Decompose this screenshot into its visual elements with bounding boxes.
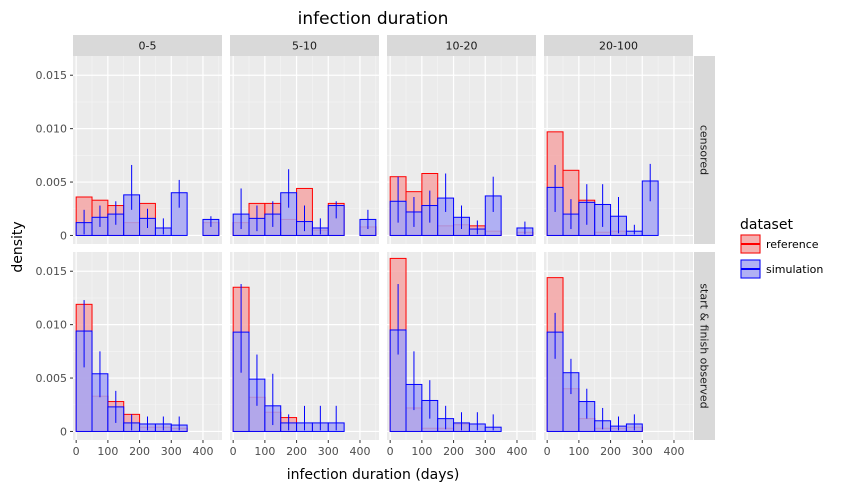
x-tick-label: 200	[129, 445, 150, 458]
facet-panel: 0 0.005 0.010 0.015	[36, 56, 222, 244]
x-tick-label: 100	[254, 445, 275, 458]
facet-panel: 0 100 200 300 400	[230, 252, 379, 458]
x-tick-label: 200	[600, 445, 621, 458]
facet-panel	[544, 56, 693, 244]
x-tick-label: 200	[286, 445, 307, 458]
y-tick-label: 0.005	[36, 176, 68, 189]
y-tick-label: 0.005	[36, 372, 68, 385]
x-tick-label: 0	[544, 445, 551, 458]
column-strip-label: 10-20	[446, 40, 478, 53]
x-tick-label: 0	[230, 445, 237, 458]
y-tick-label: 0.010	[36, 319, 68, 332]
column-strip-label: 0-5	[139, 40, 157, 53]
y-tick-label: 0.015	[36, 265, 68, 278]
column-strip	[73, 35, 222, 56]
x-axis-title: infection duration (days)	[287, 467, 460, 483]
facet-panel: 0 100 200 300 400 0 0.005 0.010 0.015	[36, 252, 222, 458]
y-tick-label: 0.010	[36, 123, 68, 136]
legend-label: reference	[766, 238, 819, 251]
facet-panel: 0 100 200 300 400	[544, 252, 693, 458]
x-tick-label: 0	[387, 445, 394, 458]
x-tick-label: 300	[161, 445, 182, 458]
column-strip-label: 20-100	[599, 40, 638, 53]
chart-title: infection duration	[298, 9, 449, 29]
x-tick-label: 100	[568, 445, 589, 458]
facet-panel	[387, 56, 536, 244]
y-tick-label: 0.015	[36, 69, 68, 82]
column-strip	[544, 35, 693, 56]
x-tick-label: 400	[192, 445, 213, 458]
legend-title: dataset	[740, 217, 793, 233]
x-tick-label: 300	[475, 445, 496, 458]
x-tick-label: 0	[73, 445, 80, 458]
x-tick-label: 300	[318, 445, 339, 458]
row-strip	[694, 56, 715, 244]
x-tick-label: 400	[349, 445, 370, 458]
y-tick-label: 0	[60, 229, 67, 242]
x-tick-label: 400	[663, 445, 684, 458]
facet-panel: 0 100 200 300 400	[387, 252, 536, 458]
x-tick-label: 100	[97, 445, 118, 458]
legend: dataset reference simulation	[740, 217, 823, 279]
column-strip-label: 5-10	[292, 40, 317, 53]
column-strip	[387, 35, 536, 56]
column-strip	[230, 35, 379, 56]
x-tick-label: 100	[411, 445, 432, 458]
row-strip	[694, 252, 715, 440]
y-tick-label: 0	[60, 425, 67, 438]
legend-label: simulation	[766, 263, 823, 276]
facet-panel	[230, 56, 379, 244]
x-tick-label: 400	[506, 445, 527, 458]
x-tick-label: 300	[632, 445, 653, 458]
row-strip-label: censored	[698, 125, 711, 175]
row-strip-label: start & finish observed	[698, 283, 711, 408]
facet-panels: 0-5 5-10 10-20 20-100 censored start & finish…	[36, 35, 715, 458]
y-axis-title: density	[10, 221, 26, 272]
x-tick-label: 200	[443, 445, 464, 458]
